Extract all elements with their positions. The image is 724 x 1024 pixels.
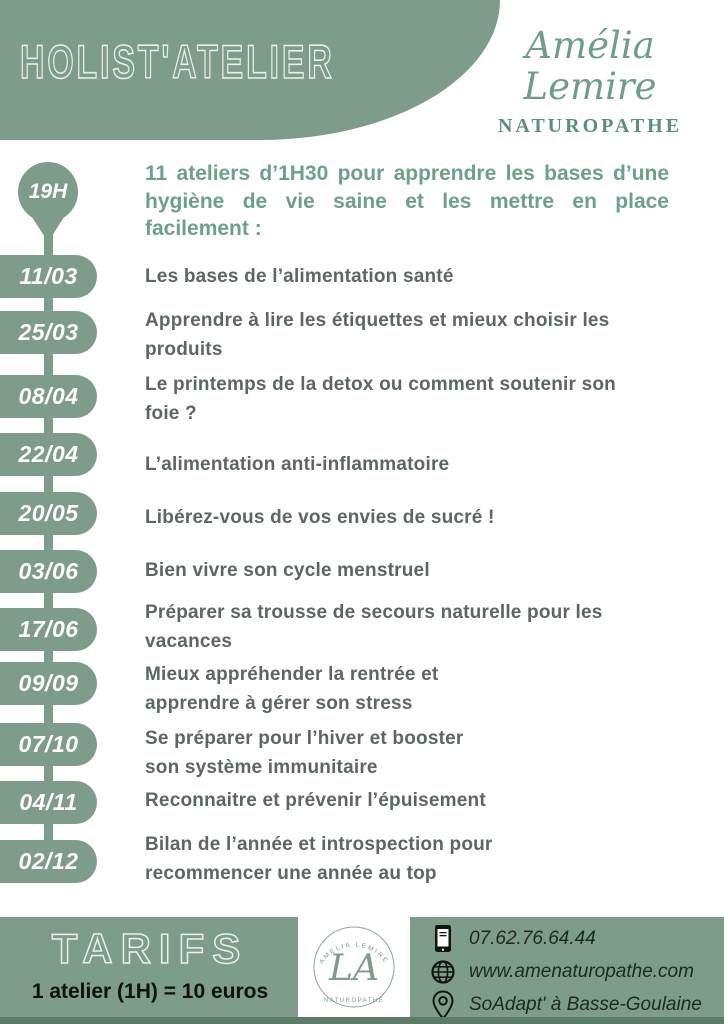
event-title: Bilan de l’année et introspection pour r… (145, 834, 493, 884)
event-title: L’alimentation anti-inflammatoire (145, 454, 450, 475)
event-date-pill: 17/06 (0, 608, 97, 651)
event-title: Les bases de l’alimentation santé (145, 266, 454, 287)
event-title: Apprendre à lire les étiquettes et mieux… (145, 310, 610, 360)
event-date-pill: 09/09 (0, 662, 97, 705)
tarifs-title: TARIFS (51, 924, 249, 973)
event-date-pill: 11/03 (0, 255, 97, 298)
logo-bottom-text: NATUROPATHE (324, 998, 385, 1004)
contact-location: SoAdapt' à Basse-Goulaine (469, 993, 702, 1015)
intro-text: 11 ateliers d’1H30 pour apprendre les ba… (145, 162, 669, 241)
price-text: 1 atelier (1H) = 10 euros (31, 980, 269, 1003)
event-title: Reconnaitre et prévenir l’épuisement (145, 790, 486, 811)
event-date-pill: 04/11 (0, 781, 97, 824)
event-title: Libérez-vous de vos envies de sucré ! (145, 507, 495, 528)
event-date-pill: 07/10 (0, 723, 97, 766)
event-date-pill: 25/03 (0, 311, 97, 354)
contact-website: www.amenaturopathe.com (469, 960, 694, 982)
event-title: Mieux appréhender la rentrée et apprendr… (145, 664, 439, 714)
location-pin-icon (428, 989, 458, 1020)
globe-icon (428, 959, 458, 985)
event-date-pill: 02/12 (0, 840, 97, 883)
footer-bottom-strip (0, 1017, 724, 1024)
logo-panel: AMELIA LEMIRE LA NATUROPATHE (298, 917, 410, 1017)
event-title: Préparer sa trousse de secours naturelle… (145, 602, 603, 652)
circle-logo: AMELIA LEMIRE LA NATUROPATHE (313, 926, 395, 1008)
brand-role: NATUROPATHE (497, 115, 683, 138)
page-title: HOLIST'ATELIER (19, 34, 335, 89)
event-date-pill: 08/04 (0, 375, 97, 418)
footer: TARIFS 1 atelier (1H) = 10 euros AMELIA … (0, 917, 724, 1024)
phone-icon (428, 924, 458, 954)
contact-row-location: SoAdapt' à Basse-Goulaine (428, 988, 702, 1021)
contact-row-phone: 07.62.76.64.44 (428, 922, 702, 955)
event-title: Se préparer pour l’hiver et booster son … (145, 728, 464, 778)
event-date-pill: 22/04 (0, 433, 97, 476)
contact-block: 07.62.76.64.44 www.amenaturopathe.com (428, 922, 702, 1021)
brand-block: Amélia Lemire NATUROPATHE (462, 24, 718, 138)
timeline-line (44, 212, 53, 862)
event-title: Bien vivre son cycle menstruel (145, 560, 430, 581)
contact-row-website: www.amenaturopathe.com (428, 955, 702, 988)
time-pin: 19H (18, 162, 78, 222)
contact-phone: 07.62.76.64.44 (469, 927, 596, 949)
event-date-pill: 20/05 (0, 492, 97, 535)
brand-name: Amélia Lemire (523, 24, 657, 108)
event-title: Le printemps de la detox ou comment sout… (145, 374, 616, 424)
event-date-pill: 03/06 (0, 550, 97, 593)
logo-monogram: LA (328, 948, 379, 989)
